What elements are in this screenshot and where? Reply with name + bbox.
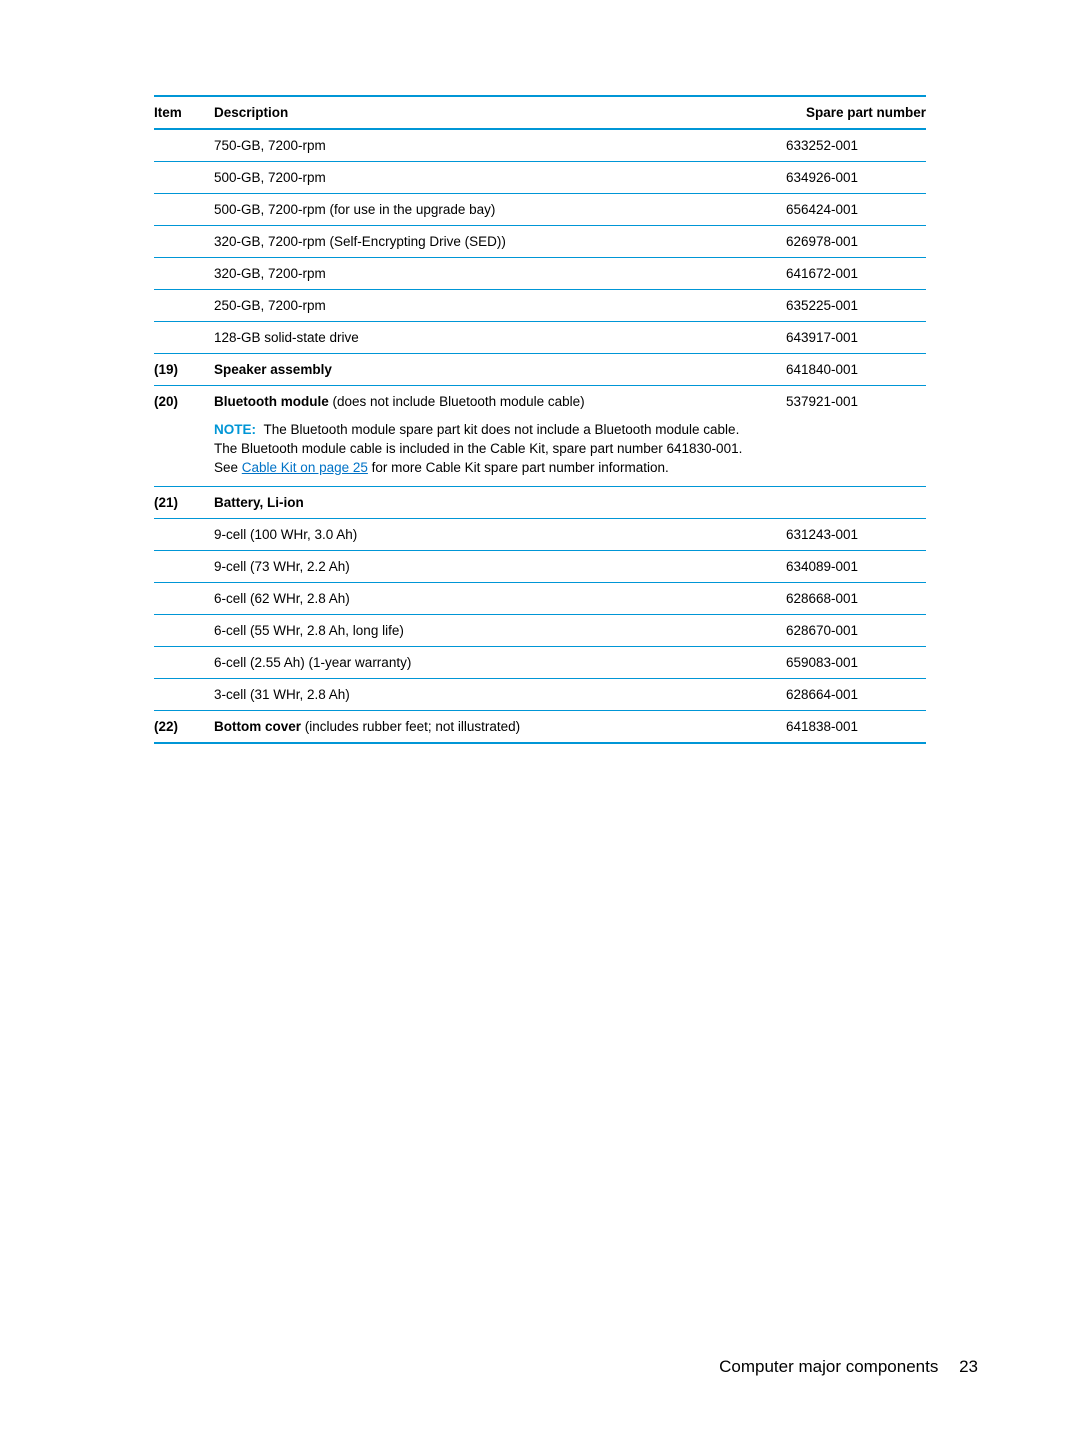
cell-description: Battery, Li-ion xyxy=(214,486,766,518)
cell-part-number: 643917-001 xyxy=(766,322,926,354)
cell-item xyxy=(154,226,214,258)
table-row: 9-cell (100 WHr, 3.0 Ah) 631243-001 xyxy=(154,518,926,550)
table-header-row: Item Description Spare part number xyxy=(154,96,926,129)
cell-description: 9-cell (100 WHr, 3.0 Ah) xyxy=(214,518,766,550)
cell-description: 6-cell (2.55 Ah) (1-year warranty) xyxy=(214,646,766,678)
cell-item: (19) xyxy=(154,354,214,386)
cable-kit-link[interactable]: Cable Kit on page 25 xyxy=(242,460,368,475)
cell-part-number: 628668-001 xyxy=(766,582,926,614)
cell-item xyxy=(154,518,214,550)
cell-description: 6-cell (62 WHr, 2.8 Ah) xyxy=(214,582,766,614)
cell-description: 6-cell (55 WHr, 2.8 Ah, long life) xyxy=(214,614,766,646)
table-row: 128-GB solid-state drive 643917-001 xyxy=(154,322,926,354)
header-part-number: Spare part number xyxy=(766,96,926,129)
bottom-cover-suffix: (includes rubber feet; not illustrated) xyxy=(301,719,520,734)
cell-description: 320-GB, 7200-rpm xyxy=(214,258,766,290)
cell-item xyxy=(154,646,214,678)
bottom-cover-label: Bottom cover xyxy=(214,719,301,734)
cell-part-number: 659083-001 xyxy=(766,646,926,678)
table-row: 320-GB, 7200-rpm 641672-001 xyxy=(154,258,926,290)
table-row: 9-cell (73 WHr, 2.2 Ah) 634089-001 xyxy=(154,550,926,582)
table-row: 6-cell (2.55 Ah) (1-year warranty) 65908… xyxy=(154,646,926,678)
cell-part-number: 641840-001 xyxy=(766,354,926,386)
table-row: 6-cell (62 WHr, 2.8 Ah) 628668-001 xyxy=(154,582,926,614)
battery-label: Battery, Li-ion xyxy=(214,495,304,510)
cell-description: 500-GB, 7200-rpm xyxy=(214,162,766,194)
cell-part-number: 641838-001 xyxy=(766,710,926,743)
cell-part-number: 626978-001 xyxy=(766,226,926,258)
table-row-speaker: (19) Speaker assembly 641840-001 xyxy=(154,354,926,386)
cell-part-number: 537921-001 xyxy=(766,386,926,487)
cell-item xyxy=(154,162,214,194)
cell-part-number: 628664-001 xyxy=(766,678,926,710)
table-row-battery-header: (21) Battery, Li-ion xyxy=(154,486,926,518)
bluetooth-note: NOTE: The Bluetooth module spare part ki… xyxy=(214,409,766,478)
table-row: 750-GB, 7200-rpm 633252-001 xyxy=(154,129,926,162)
table-row-bottom-cover: (22) Bottom cover (includes rubber feet;… xyxy=(154,710,926,743)
spare-parts-table: Item Description Spare part number 750-G… xyxy=(154,95,926,744)
table-row: 250-GB, 7200-rpm 635225-001 xyxy=(154,290,926,322)
cell-description: Speaker assembly xyxy=(214,354,766,386)
cell-description: 9-cell (73 WHr, 2.2 Ah) xyxy=(214,550,766,582)
cell-description: Bottom cover (includes rubber feet; not … xyxy=(214,710,766,743)
note-label: NOTE: xyxy=(214,422,256,437)
cell-item xyxy=(154,322,214,354)
cell-part-number: 634089-001 xyxy=(766,550,926,582)
bluetooth-suffix: (does not include Bluetooth module cable… xyxy=(329,394,585,409)
cell-description: 3-cell (31 WHr, 2.8 Ah) xyxy=(214,678,766,710)
table-row: 6-cell (55 WHr, 2.8 Ah, long life) 62867… xyxy=(154,614,926,646)
cell-item xyxy=(154,582,214,614)
cell-description: 320-GB, 7200-rpm (Self-Encrypting Drive … xyxy=(214,226,766,258)
cell-item xyxy=(154,129,214,162)
footer-section-title: Computer major components xyxy=(719,1357,938,1376)
table-row: 500-GB, 7200-rpm 634926-001 xyxy=(154,162,926,194)
cell-description: 250-GB, 7200-rpm xyxy=(214,290,766,322)
cell-part-number: 635225-001 xyxy=(766,290,926,322)
cell-part-number: 628670-001 xyxy=(766,614,926,646)
cell-description: 500-GB, 7200-rpm (for use in the upgrade… xyxy=(214,194,766,226)
cell-item: (20) xyxy=(154,386,214,487)
table-row: 500-GB, 7200-rpm (for use in the upgrade… xyxy=(154,194,926,226)
cell-item xyxy=(154,290,214,322)
cell-item xyxy=(154,258,214,290)
table-row: 3-cell (31 WHr, 2.8 Ah) 628664-001 xyxy=(154,678,926,710)
header-item: Item xyxy=(154,96,214,129)
table-row-bluetooth: (20) Bluetooth module (does not include … xyxy=(154,386,926,487)
cell-item xyxy=(154,194,214,226)
cell-part-number: 633252-001 xyxy=(766,129,926,162)
footer-page-number: 23 xyxy=(959,1357,978,1376)
note-text-2: for more Cable Kit spare part number inf… xyxy=(368,460,669,475)
cell-part-number: 641672-001 xyxy=(766,258,926,290)
cell-item xyxy=(154,614,214,646)
cell-item: (21) xyxy=(154,486,214,518)
bluetooth-label: Bluetooth module xyxy=(214,394,329,409)
page-footer: Computer major components 23 xyxy=(719,1357,978,1377)
header-description: Description xyxy=(214,96,766,129)
cell-part-number xyxy=(766,486,926,518)
page-content: Item Description Spare part number 750-G… xyxy=(0,0,1080,744)
cell-item xyxy=(154,550,214,582)
cell-item: (22) xyxy=(154,710,214,743)
cell-item xyxy=(154,678,214,710)
cell-part-number: 631243-001 xyxy=(766,518,926,550)
cell-part-number: 634926-001 xyxy=(766,162,926,194)
cell-description: Bluetooth module (does not include Bluet… xyxy=(214,386,766,487)
cell-part-number: 656424-001 xyxy=(766,194,926,226)
table-row: 320-GB, 7200-rpm (Self-Encrypting Drive … xyxy=(154,226,926,258)
speaker-label: Speaker assembly xyxy=(214,362,332,377)
cell-description: 750-GB, 7200-rpm xyxy=(214,129,766,162)
cell-description: 128-GB solid-state drive xyxy=(214,322,766,354)
